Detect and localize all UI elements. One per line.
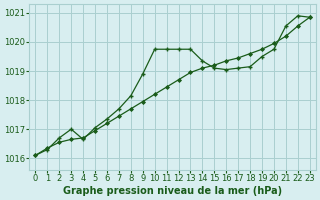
X-axis label: Graphe pression niveau de la mer (hPa): Graphe pression niveau de la mer (hPa) [63, 186, 282, 196]
